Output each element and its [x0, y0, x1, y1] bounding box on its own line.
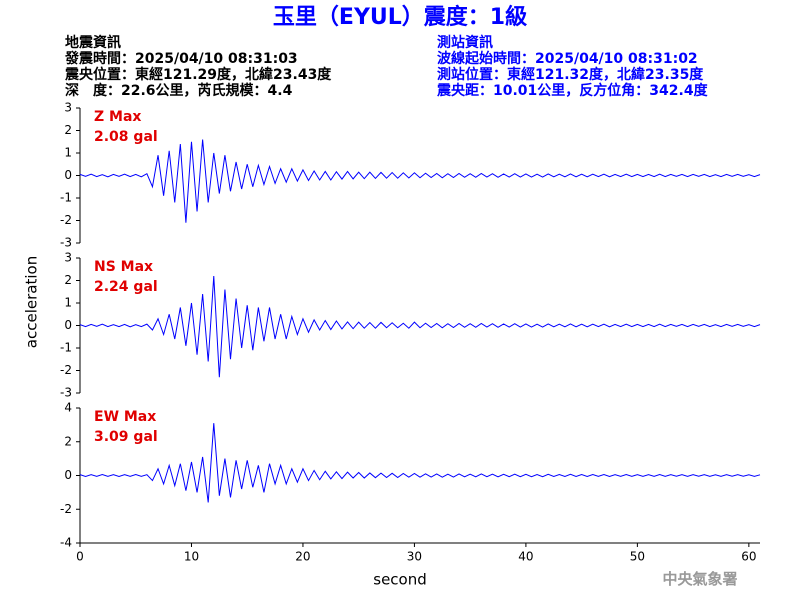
component-label: EW Max [94, 409, 156, 425]
station-info: 測站位置：東經121.32度，北緯23.35度 [437, 66, 704, 83]
x-axis-label: second [373, 571, 427, 589]
y-axis-label: acceleration [23, 256, 41, 348]
y-tick-label: -1 [60, 341, 72, 355]
y-tick-label: 2 [64, 123, 72, 137]
y-tick-label: 3 [64, 251, 72, 265]
y-tick-label: 3 [64, 101, 72, 115]
event-info: 發震時間：2025/04/10 08:31:03 [64, 50, 298, 67]
x-tick-label: 0 [76, 550, 84, 564]
event-info: 深 度：22.6公里，芮氏規模：4.4 [65, 82, 293, 99]
y-tick-label: -3 [60, 236, 72, 250]
y-tick-label: 1 [64, 146, 72, 160]
y-tick-label: 2 [64, 434, 72, 448]
event-info: 震央位置：東經121.29度，北緯23.43度 [64, 66, 332, 83]
y-tick-label: -3 [60, 386, 72, 400]
watermark: 中央氣象署 [662, 570, 737, 588]
y-tick-label: -1 [60, 191, 72, 205]
y-tick-label: 0 [64, 168, 72, 182]
x-tick-label: 50 [630, 550, 645, 564]
x-tick-label: 10 [184, 550, 199, 564]
y-tick-label: -2 [60, 213, 72, 227]
y-tick-label: -4 [60, 536, 72, 550]
station-info: 測站資訊 [437, 34, 493, 51]
waveform [79, 139, 761, 223]
event-info: 地震資訊 [65, 34, 121, 51]
max-label: 2.08 gal [94, 129, 158, 145]
x-tick-label: 30 [407, 550, 422, 564]
y-tick-label: 1 [64, 296, 72, 310]
x-tick-label: 40 [518, 550, 533, 564]
y-tick-label: 4 [64, 401, 72, 415]
y-tick-label: 0 [64, 468, 72, 482]
station-info: 波線起始時間：2025/04/10 08:31:02 [437, 50, 698, 67]
y-tick-label: 2 [64, 273, 72, 287]
component-label: Z Max [94, 109, 141, 125]
max-label: 2.24 gal [94, 279, 158, 295]
y-tick-label: -2 [60, 502, 72, 516]
waveform [79, 275, 761, 378]
waveform [79, 423, 761, 503]
x-tick-label: 20 [295, 550, 310, 564]
chart-title: 玉里（EYUL）震度：1級 [273, 4, 527, 30]
y-tick-label: 0 [64, 318, 72, 332]
component-label: NS Max [94, 259, 153, 275]
y-tick-label: -2 [60, 363, 72, 377]
x-tick-label: 60 [741, 550, 756, 564]
station-info: 震央距：10.01公里，反方位角：342.4度 [436, 82, 709, 99]
max-label: 3.09 gal [94, 429, 158, 445]
